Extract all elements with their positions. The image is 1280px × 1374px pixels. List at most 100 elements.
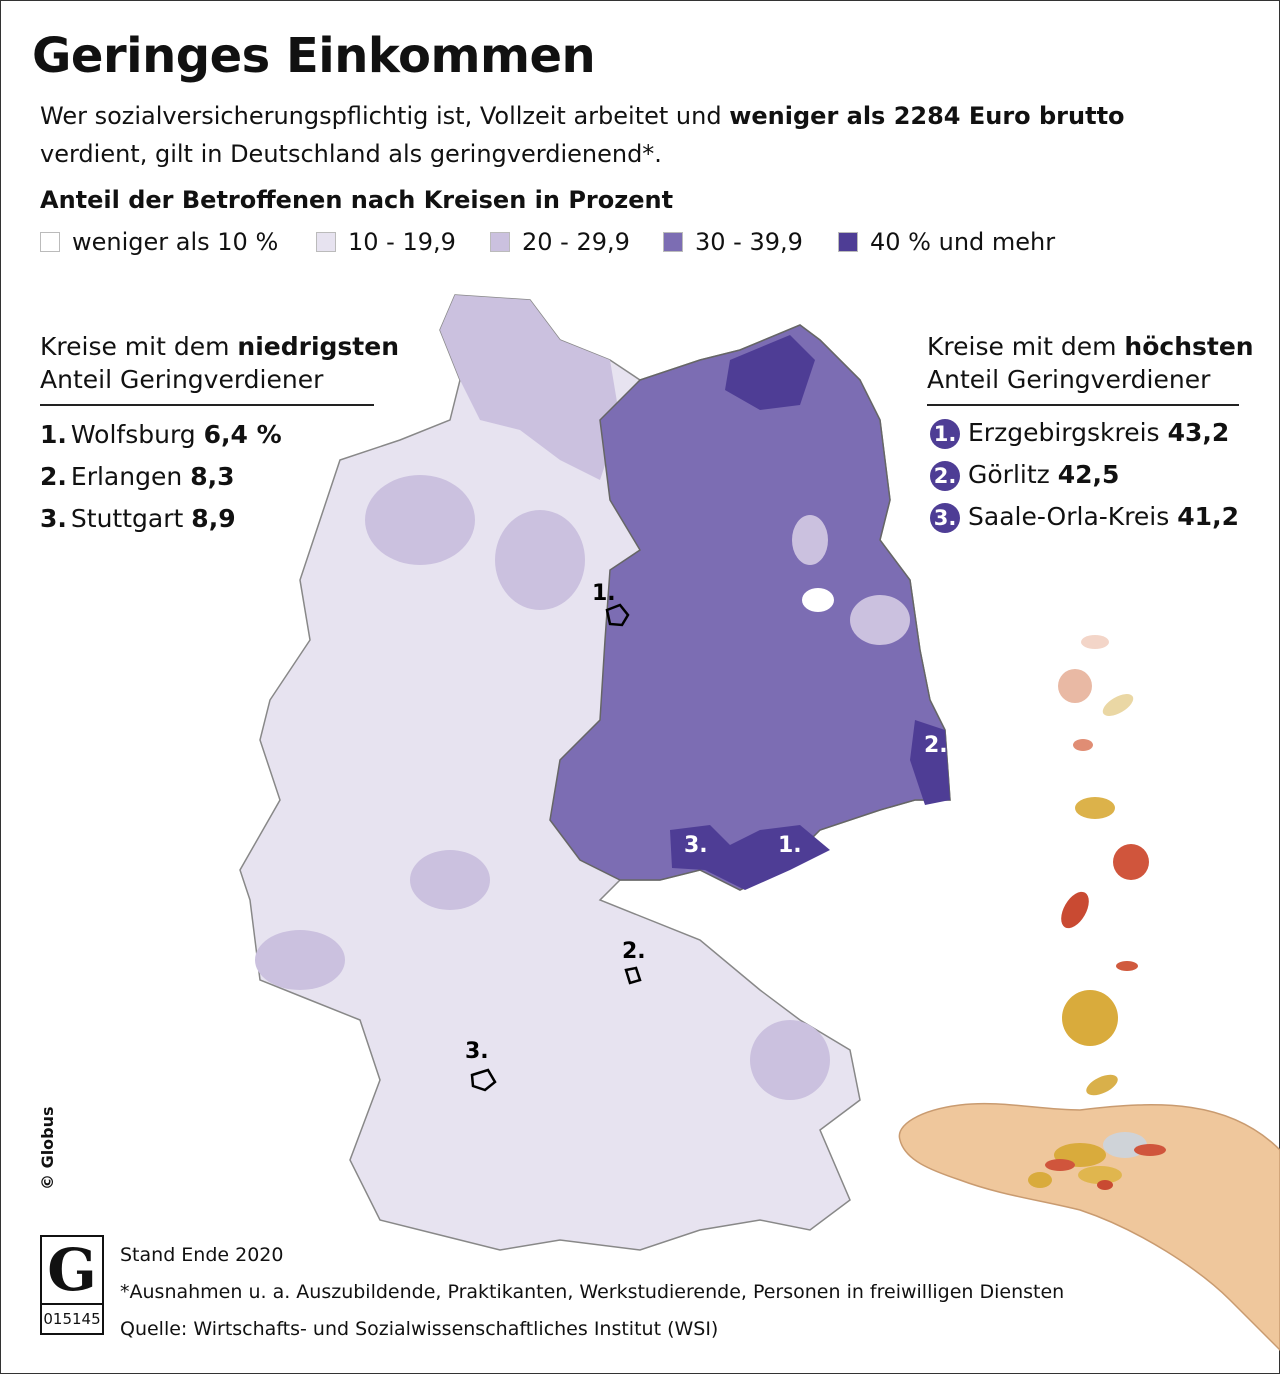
map-city-outline (624, 966, 642, 985)
map-city-outline (470, 1068, 497, 1092)
coin (1073, 739, 1093, 751)
map-region (410, 850, 490, 910)
list-item: 2. Erlangen 8,3 (40, 462, 234, 491)
coin (1097, 1180, 1113, 1190)
coin (1075, 797, 1115, 819)
coin (1062, 990, 1118, 1046)
rank: 1. (40, 420, 67, 449)
map-marker: 1. (778, 833, 802, 858)
value: 8,9 (191, 504, 236, 533)
map-marker: 1. (592, 581, 616, 606)
rule (927, 404, 1239, 406)
legend-item: weniger als 10 % (40, 228, 278, 256)
map-city-outline (605, 603, 630, 627)
credit: © Globus (38, 1106, 57, 1190)
coin (1081, 635, 1109, 649)
legend-label: 30 - 39,9 (695, 228, 803, 256)
map-marker: 2. (622, 939, 646, 964)
coin (1113, 844, 1149, 880)
list-item: 1. Erzgebirgskreis 43,2 (930, 418, 1229, 449)
legend-item: 30 - 39,9 (663, 228, 803, 256)
coin (1028, 1172, 1052, 1188)
legend-swatch (663, 232, 683, 252)
map-east (549, 324, 951, 891)
heading-text: Anteil Geringverdiener (40, 365, 324, 394)
legend-item: 10 - 19,9 (316, 228, 456, 256)
list-item: 3. Saale-Orla-Kreis 41,2 (930, 502, 1239, 533)
map-marker: 3. (465, 1039, 489, 1064)
logo-number: 015145 (42, 1303, 102, 1333)
rank: 3. (40, 504, 67, 533)
value: 43,2 (1167, 418, 1230, 447)
intro-bold: weniger als 2284 Euro brutto (729, 102, 1125, 130)
coin (1045, 1159, 1075, 1171)
legend-label: 20 - 29,9 (522, 228, 630, 256)
name: Saale-Orla-Kreis (968, 502, 1170, 531)
map-region (802, 588, 834, 612)
logo: G 015145 (40, 1235, 104, 1335)
name: Görlitz (968, 460, 1050, 489)
rank: 1. (930, 419, 960, 449)
footer-line: Stand Ende 2020 (120, 1244, 284, 1266)
coin (1116, 961, 1138, 971)
name: Erzgebirgskreis (968, 418, 1160, 447)
legend-swatch (316, 232, 336, 252)
heading-bold: höchsten (1124, 332, 1254, 361)
legend-label: 10 - 19,9 (348, 228, 456, 256)
map-dark-region (725, 335, 815, 410)
intro: Wer sozialversicherungspflichtig ist, Vo… (40, 102, 1125, 130)
map-marker: 2. (924, 733, 948, 758)
lowest-heading: Kreise mit dem niedrigsten Anteil Geringv… (40, 330, 399, 396)
heading-bold: niedrigsten (237, 332, 400, 361)
map-title: Anteil der Betroffenen nach Kreisen in P… (40, 186, 674, 214)
map-region (850, 595, 910, 645)
legend-item: 20 - 29,9 (490, 228, 630, 256)
title: Geringes Einkommen (32, 28, 596, 84)
logo-mark: G (47, 1236, 97, 1304)
value: 8,3 (190, 462, 235, 491)
intro-text: Wer sozialversicherungspflichtig ist, Vo… (40, 102, 730, 130)
legend-item: 40 % und mehr (838, 228, 1055, 256)
map-north-region (440, 295, 620, 480)
legend-label: 40 % und mehr (870, 228, 1056, 256)
coin (1061, 891, 1089, 929)
footer-line: Quelle: Wirtschafts- und Sozialwissensch… (120, 1318, 719, 1340)
name: Erlangen (70, 462, 183, 491)
list-item: 2. Görlitz 42,5 (930, 460, 1119, 491)
name: Wolfsburg (70, 420, 196, 449)
rank: 2. (930, 461, 960, 491)
coin (1078, 1166, 1122, 1184)
heading-text: Anteil Geringverdiener (927, 365, 1211, 394)
highest-heading: Kreise mit dem höchsten Anteil Geringverd… (927, 330, 1254, 396)
rank: 2. (40, 462, 67, 491)
map-region (365, 475, 475, 565)
legend-swatch (838, 232, 858, 252)
intro-text: verdient, gilt in Deutschland als gering… (40, 140, 662, 168)
map-region (792, 515, 828, 565)
heading-text: Kreise mit dem (40, 332, 238, 361)
legend-swatch (40, 232, 60, 252)
rule (40, 404, 374, 406)
coin (1058, 669, 1092, 703)
heading-text: Kreise mit dem (927, 332, 1125, 361)
value: 42,5 (1057, 460, 1120, 489)
map-region (495, 510, 585, 610)
coin (1102, 694, 1134, 716)
map-region (255, 930, 345, 990)
hand (898, 1102, 1280, 1352)
value: 41,2 (1177, 502, 1239, 531)
rank: 3. (930, 503, 960, 533)
legend-swatch (490, 232, 510, 252)
map-region (750, 1020, 830, 1100)
coin (1086, 1074, 1118, 1096)
list-item: 1. Wolfsburg 6,4 % (40, 420, 282, 449)
name: Stuttgart (70, 504, 184, 533)
legend-label: weniger als 10 % (72, 228, 279, 256)
map-dark-region (670, 825, 830, 890)
footer-line: *Ausnahmen u. a. Auszubildende, Praktika… (120, 1281, 1065, 1303)
map-dark-region (910, 720, 950, 805)
value: 6,4 % (203, 420, 282, 449)
list-item: 3. Stuttgart 8,9 (40, 504, 236, 533)
